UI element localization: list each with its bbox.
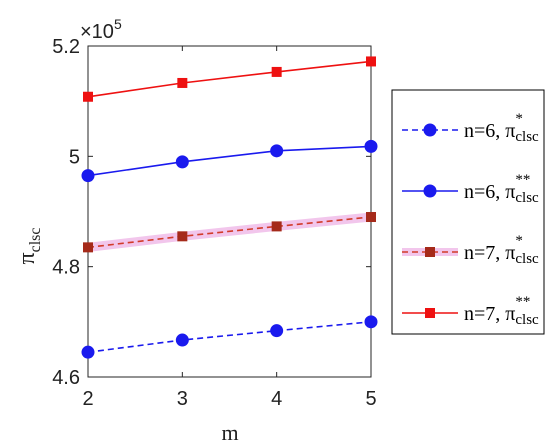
x-tick-label: 4 — [271, 388, 282, 410]
legend-label: n=7, π** clsc — [464, 294, 539, 328]
data-point — [175, 155, 189, 169]
series-2 — [83, 212, 376, 253]
data-point — [423, 184, 437, 198]
series-0 — [81, 315, 378, 359]
legend-superscript: ** — [515, 172, 530, 188]
x-tick-label: 3 — [177, 388, 188, 410]
legend-subscript: clsc — [515, 312, 539, 328]
data-point — [271, 66, 282, 77]
x-tick-label: 5 — [365, 388, 376, 410]
legend-item-1: n=6, π** clsc — [402, 172, 539, 206]
data-point — [175, 333, 189, 347]
legend-superscript: * — [515, 111, 523, 127]
legend-superscript: ** — [515, 294, 530, 310]
data-point — [364, 139, 378, 153]
series-line — [87, 145, 372, 177]
x-tick-label: 2 — [82, 388, 93, 410]
legend-item-3: n=7, π** clsc — [402, 294, 539, 328]
data-point — [83, 242, 93, 253]
legend-item-0: n=6, π* clsc — [402, 111, 539, 145]
legend-subscript: clsc — [515, 251, 539, 267]
x-axis-label: m — [221, 420, 238, 445]
exponent-power: 5 — [114, 16, 122, 32]
series-layer — [81, 56, 378, 359]
legend-name: n=6, π — [464, 120, 515, 142]
y-axis-label: πclsc — [14, 228, 44, 265]
legend-subscript: clsc — [515, 129, 539, 145]
data-point — [366, 56, 376, 67]
data-point — [270, 324, 284, 338]
data-point — [81, 169, 95, 183]
y-axis-label-main: π — [14, 252, 40, 264]
data-point — [177, 77, 188, 88]
data-point — [271, 221, 282, 232]
axes — [87, 45, 372, 378]
series-3 — [83, 56, 376, 102]
data-point — [270, 144, 284, 158]
exponent-prefix: ×10 — [80, 21, 114, 43]
legend-subscript: clsc — [515, 190, 539, 206]
series-1 — [81, 139, 378, 183]
data-point — [423, 123, 437, 137]
data-point — [366, 212, 376, 223]
y-tick-label: 5 — [69, 146, 80, 168]
data-point — [364, 315, 378, 329]
data-point — [177, 231, 188, 242]
series-line — [87, 216, 372, 249]
legend-name: n=6, π — [464, 181, 515, 203]
legend-name: n=7, π — [464, 242, 515, 264]
legend-label: n=6, π** clsc — [464, 172, 539, 206]
data-point — [81, 345, 95, 359]
legend-superscript: * — [515, 233, 523, 249]
series-line — [87, 60, 372, 98]
legend-name: n=7, π — [464, 303, 515, 325]
y-tick-label: 5.2 — [52, 36, 80, 58]
data-point — [425, 308, 435, 318]
legend-label: n=7, π* clsc — [464, 233, 539, 267]
y-exponent-label: ×105 — [80, 16, 122, 43]
legend-label: n=6, π* clsc — [464, 111, 539, 145]
data-point — [425, 247, 435, 257]
series-line — [87, 321, 372, 353]
y-tick-label: 4.8 — [52, 257, 80, 279]
y-axis-label-sub: clsc — [27, 228, 44, 253]
ticks: 2 3 4 5 4.6 4.8 5 5.2 — [52, 36, 376, 410]
legend-item-2: n=7, π* clsc — [402, 233, 539, 267]
data-point — [83, 91, 93, 102]
plot-frame — [87, 45, 372, 378]
y-tick-label: 4.6 — [52, 367, 80, 389]
